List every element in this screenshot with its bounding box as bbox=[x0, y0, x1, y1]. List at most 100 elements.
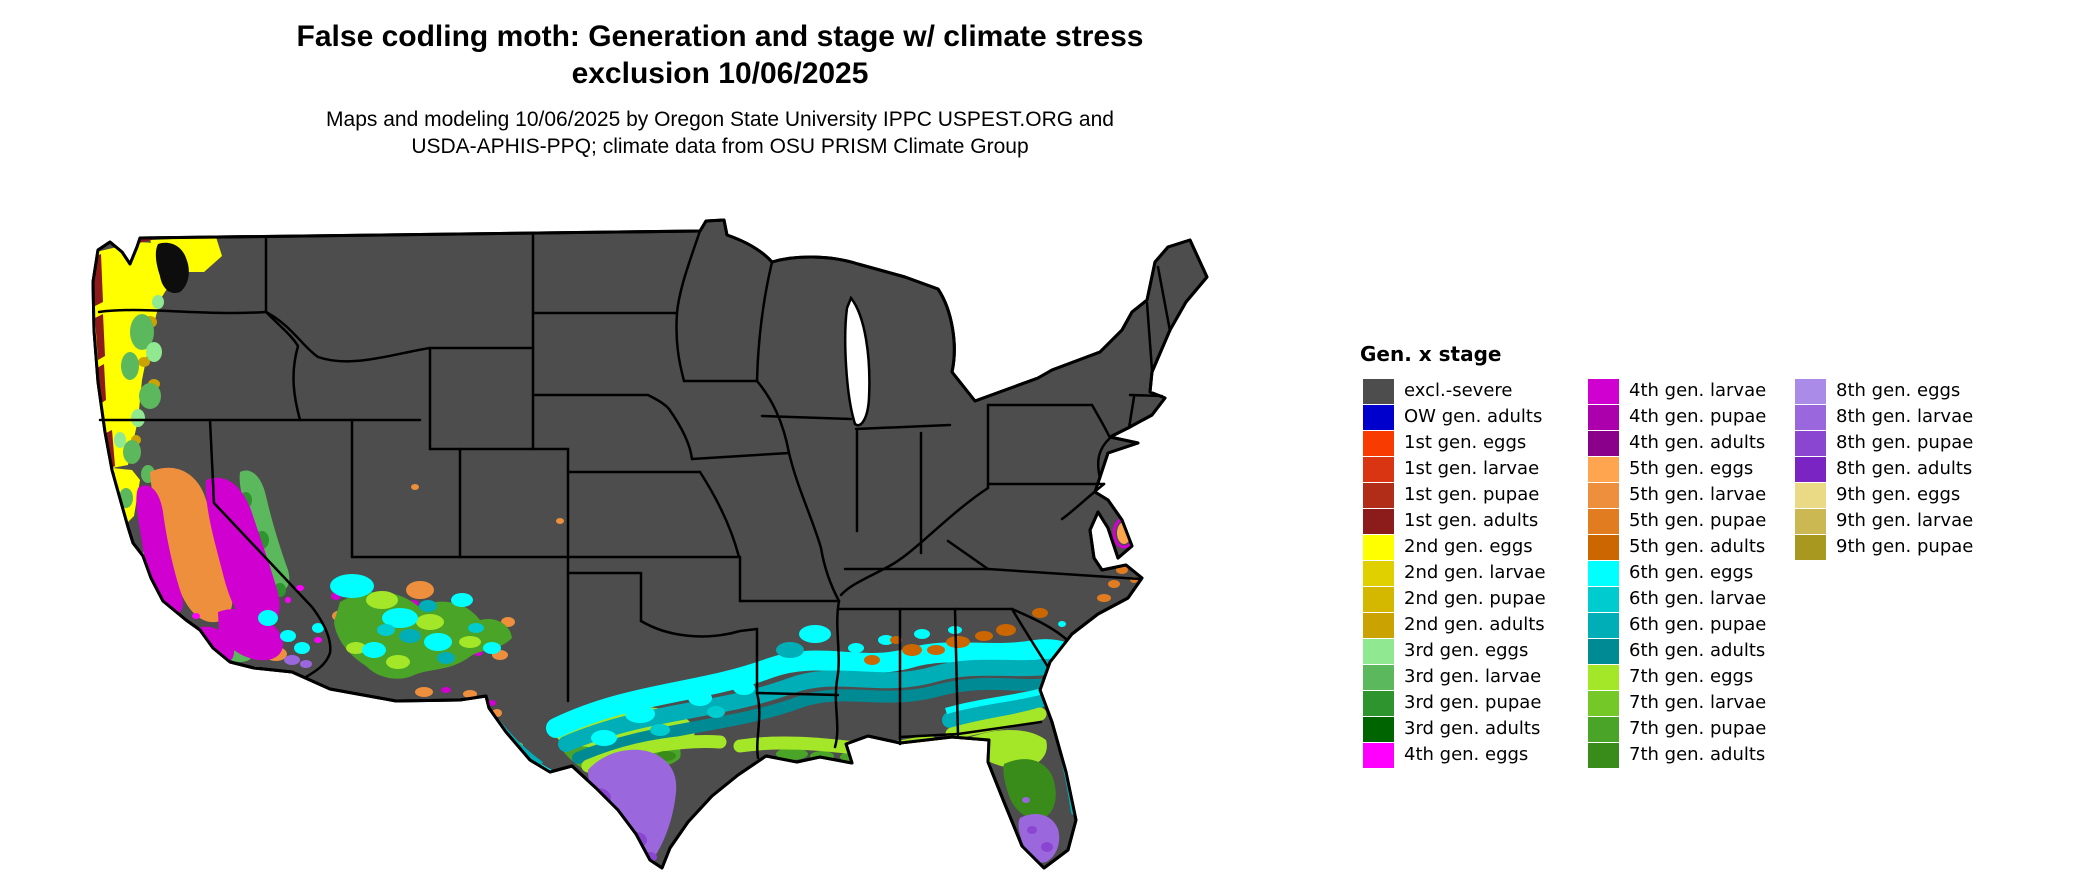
legend-label: OW gen. adults bbox=[1404, 406, 1543, 427]
conus-map-svg bbox=[91, 218, 1209, 870]
map-subtitle: Maps and modeling 10/06/2025 by Oregon S… bbox=[20, 106, 1420, 160]
legend-color-swatch bbox=[1588, 508, 1619, 534]
legend-row: 6th gen. eggs bbox=[1588, 560, 1766, 586]
legend-label: 1st gen. adults bbox=[1404, 510, 1539, 531]
legend-color-swatch bbox=[1363, 482, 1394, 508]
legend-column-2: 4th gen. larvae 4th gen. pupae 4th gen. … bbox=[1588, 378, 1766, 768]
lake-michigan bbox=[844, 295, 871, 427]
legend-color-swatch bbox=[1363, 664, 1394, 690]
legend-color-swatch bbox=[1588, 378, 1619, 404]
map-title-line2: exclusion 10/06/2025 bbox=[571, 57, 869, 90]
region-8th-gen-larvae bbox=[284, 655, 1060, 863]
legend-color-swatch bbox=[1363, 716, 1394, 742]
legend-label: 6th gen. adults bbox=[1629, 640, 1766, 661]
legend-color-swatch bbox=[1363, 404, 1394, 430]
legend-color-swatch bbox=[1795, 404, 1826, 430]
legend-row: 1st gen. larvae bbox=[1363, 456, 1546, 482]
legend-color-swatch bbox=[1795, 508, 1826, 534]
region-west-3rd-gen-larvae bbox=[119, 314, 290, 662]
legend-label: 5th gen. pupae bbox=[1629, 510, 1767, 531]
legend-label: 5th gen. eggs bbox=[1629, 458, 1754, 479]
header: False codling moth: Generation and stage… bbox=[20, 18, 1420, 160]
legend-color-swatch bbox=[1588, 638, 1619, 664]
legend-row: 4th gen. eggs bbox=[1363, 742, 1546, 768]
legend-row: 7th gen. eggs bbox=[1588, 664, 1766, 690]
region-6th-gen-larvae bbox=[377, 623, 725, 736]
puget-sound-water bbox=[155, 242, 189, 294]
legend-label: 7th gen. eggs bbox=[1629, 666, 1754, 687]
legend-row: 2nd gen. eggs bbox=[1363, 534, 1546, 560]
us-outline-stroke bbox=[91, 218, 1209, 870]
legend-label: 7th gen. pupae bbox=[1629, 718, 1767, 739]
conus-map bbox=[60, 195, 1350, 892]
legend-label: 2nd gen. adults bbox=[1404, 614, 1545, 635]
legend-label: 2nd gen. larvae bbox=[1404, 562, 1546, 583]
legend-label: 8th gen. eggs bbox=[1836, 380, 1961, 401]
legend-color-swatch bbox=[1588, 534, 1619, 560]
legend-row: 4th gen. pupae bbox=[1588, 404, 1766, 430]
legend-color-swatch bbox=[1363, 534, 1394, 560]
region-west-3rd-gen-eggs bbox=[114, 295, 164, 448]
legend-color-swatch bbox=[1588, 482, 1619, 508]
legend-label: 8th gen. pupae bbox=[1836, 432, 1974, 453]
legend-row: 8th gen. larvae bbox=[1795, 404, 1973, 430]
map-title-line1: False codling moth: Generation and stage… bbox=[296, 20, 1144, 53]
legend-label: 5th gen. larvae bbox=[1629, 484, 1767, 505]
legend-label: 3rd gen. eggs bbox=[1404, 640, 1529, 661]
legend-color-swatch bbox=[1588, 612, 1619, 638]
legend-color-swatch bbox=[1795, 378, 1826, 404]
legend-row: 5th gen. eggs bbox=[1588, 456, 1766, 482]
region-gulf-6th-gen-adults-band bbox=[572, 677, 1056, 764]
legend-color-swatch bbox=[1363, 378, 1394, 404]
legend-color-swatch bbox=[1588, 404, 1619, 430]
legend-row: 1st gen. pupae bbox=[1363, 482, 1546, 508]
legend-row: 7th gen. pupae bbox=[1588, 716, 1766, 742]
legend-row: 5th gen. pupae bbox=[1588, 508, 1766, 534]
legend-row: 9th gen. larvae bbox=[1795, 508, 1973, 534]
legend-color-swatch bbox=[1363, 456, 1394, 482]
map-subtitle-line2: USDA-APHIS-PPQ; climate data from OSU PR… bbox=[411, 135, 1029, 158]
legend-row: 5th gen. larvae bbox=[1588, 482, 1766, 508]
legend-label: 5th gen. adults bbox=[1629, 536, 1766, 557]
legend-color-swatch bbox=[1795, 534, 1826, 560]
legend-color-swatch bbox=[1588, 586, 1619, 612]
legend-color-swatch bbox=[1588, 560, 1619, 586]
legend-label: 9th gen. eggs bbox=[1836, 484, 1961, 505]
legend-row: 3rd gen. adults bbox=[1363, 716, 1546, 742]
legend-row: excl.-severe bbox=[1363, 378, 1546, 404]
legend-color-swatch bbox=[1795, 456, 1826, 482]
legend-row: 8th gen. eggs bbox=[1795, 378, 1973, 404]
legend-label: 9th gen. larvae bbox=[1836, 510, 1974, 531]
legend-label: 7th gen. larvae bbox=[1629, 692, 1767, 713]
legend-row: 2nd gen. pupae bbox=[1363, 586, 1546, 612]
legend-row: 6th gen. larvae bbox=[1588, 586, 1766, 612]
region-9th-gen-eggs bbox=[636, 850, 1055, 868]
legend-label: 4th gen. adults bbox=[1629, 432, 1766, 453]
legend-row: 8th gen. adults bbox=[1795, 456, 1973, 482]
legend-row: 6th gen. adults bbox=[1588, 638, 1766, 664]
model-regions bbox=[93, 226, 1138, 868]
map-subtitle-line1: Maps and modeling 10/06/2025 by Oregon S… bbox=[326, 108, 1114, 131]
legend-color-swatch bbox=[1588, 430, 1619, 456]
legend-color-swatch bbox=[1363, 586, 1394, 612]
legend-row: 9th gen. eggs bbox=[1795, 482, 1973, 508]
legend-column-1: excl.-severe OW gen. adults 1st gen. egg… bbox=[1363, 378, 1546, 768]
legend-label: excl.-severe bbox=[1404, 380, 1513, 401]
legend-label: 4th gen. eggs bbox=[1404, 744, 1529, 765]
region-4th-gen-eggs bbox=[192, 585, 322, 643]
legend-color-swatch bbox=[1588, 664, 1619, 690]
legend-label: 6th gen. larvae bbox=[1629, 588, 1767, 609]
legend-color-swatch bbox=[1795, 482, 1826, 508]
legend-color-swatch bbox=[1588, 716, 1619, 742]
legend-color-swatch bbox=[1795, 430, 1826, 456]
legend-color-swatch bbox=[1588, 456, 1619, 482]
legend-row: 3rd gen. eggs bbox=[1363, 638, 1546, 664]
legend-row: 5th gen. adults bbox=[1588, 534, 1766, 560]
legend-title: Gen. x stage bbox=[1360, 342, 1502, 366]
legend-label: 9th gen. pupae bbox=[1836, 536, 1974, 557]
legend-label: 3rd gen. pupae bbox=[1404, 692, 1542, 713]
legend-column-3: 8th gen. eggs 8th gen. larvae 8th gen. p… bbox=[1795, 378, 1973, 560]
legend-label: 2nd gen. pupae bbox=[1404, 588, 1546, 609]
legend-label: 6th gen. pupae bbox=[1629, 614, 1767, 635]
